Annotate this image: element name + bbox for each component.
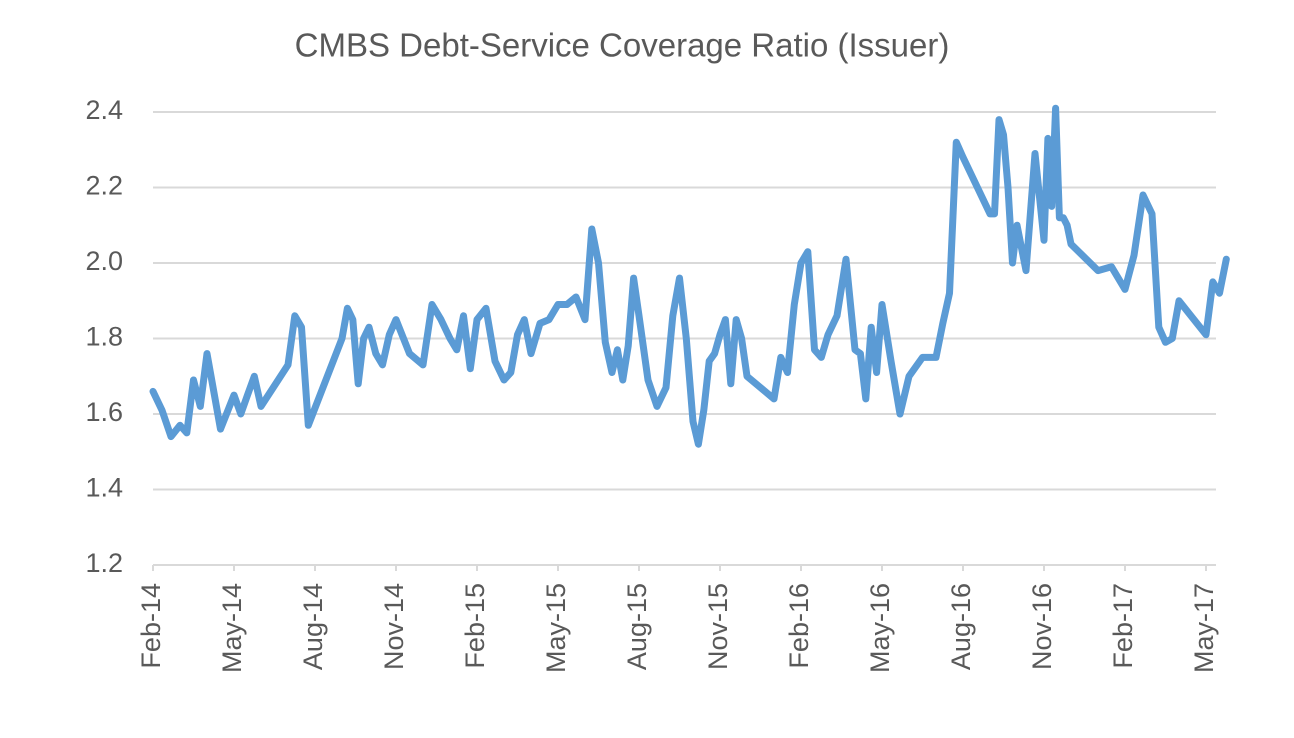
data-line [149,104,1230,448]
y-tick-label: 2.0 [85,246,123,276]
x-tick-label: Feb-17 [1108,583,1138,669]
y-tick-label: 1.8 [85,322,123,352]
x-tick-label: Feb-16 [784,583,814,669]
y-tick-label: 2.2 [85,171,123,201]
x-tick-label: Aug-14 [298,583,328,670]
y-tick-label: 1.6 [85,397,123,427]
x-tick-label: Aug-16 [946,583,976,670]
chart-title: CMBS Debt-Service Coverage Ratio (Issuer… [295,27,950,64]
x-tick-label: May-14 [217,583,247,673]
y-tick-label: 2.4 [85,95,123,125]
y-tick-label: 1.2 [85,548,123,578]
x-tick-label: Feb-15 [460,583,490,669]
x-tick-label: May-15 [541,583,571,673]
x-tick-label: Aug-15 [622,583,652,670]
x-tick-label: Nov-15 [703,583,733,670]
x-tick-label: Nov-16 [1027,583,1057,670]
x-tick-label: May-17 [1189,583,1219,673]
x-tick-label: May-16 [865,583,895,673]
y-tick-label: 1.4 [85,473,123,503]
x-tick-label: Feb-14 [136,583,166,669]
x-tick-label: Nov-14 [379,583,409,670]
